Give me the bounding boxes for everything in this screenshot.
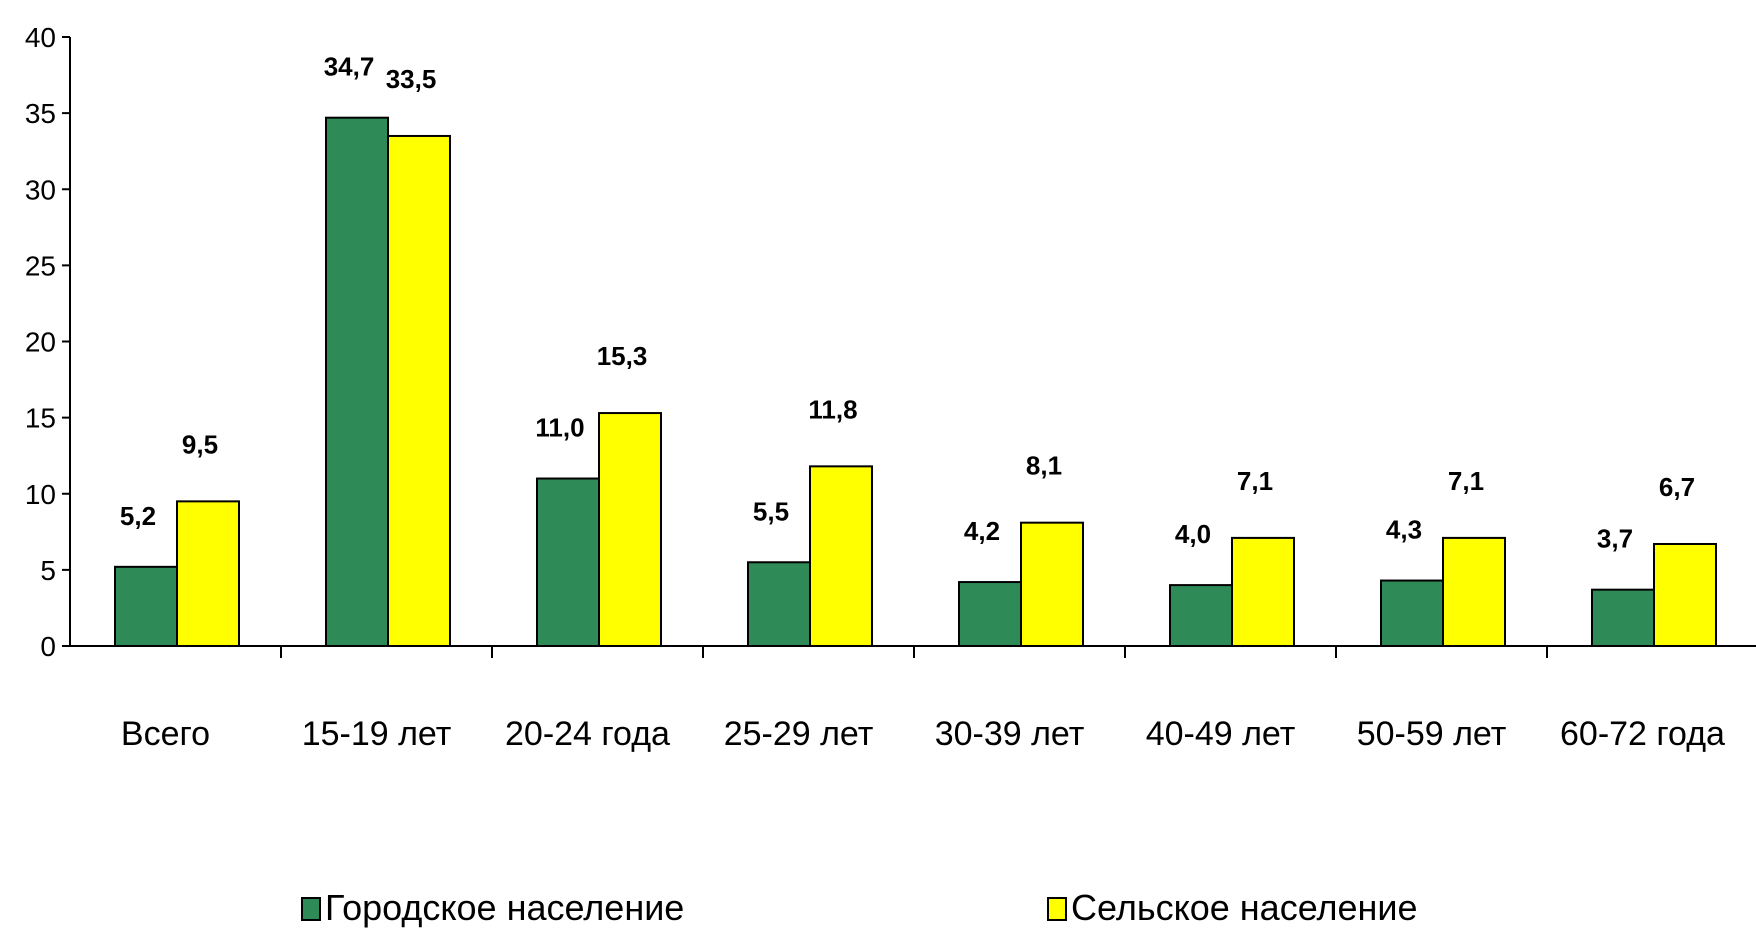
- bar-rural: [1231, 536, 1295, 648]
- bar-urban: [325, 116, 389, 647]
- legend-label: Городское население: [325, 887, 684, 928]
- x-category-label: 50-59 лет: [1357, 715, 1507, 753]
- legend: Городское население Сельское население: [301, 887, 1418, 928]
- data-label: 4,2: [964, 516, 1000, 546]
- bar-urban: [1169, 584, 1233, 647]
- data-label: 11,8: [808, 394, 857, 424]
- x-category-label: 20-24 года: [505, 715, 670, 753]
- data-label: 34,7: [324, 52, 375, 82]
- bar-urban: [747, 561, 811, 648]
- axes-layer: 0 5 10 15 20 25 30 35 40 Всего 15-19 лет 20-24 года…: [25, 22, 1756, 753]
- bar-rural: [809, 465, 873, 647]
- y-tick-label: 30: [25, 174, 56, 205]
- data-label: 9,5: [182, 429, 218, 459]
- bars-layer: [114, 116, 1717, 648]
- x-category-label: 60-72 года: [1560, 715, 1725, 753]
- y-tick-label: 35: [25, 98, 56, 129]
- data-label: 33,5: [386, 64, 437, 94]
- data-label: 7,1: [1237, 466, 1273, 496]
- y-tick-label: 15: [25, 403, 56, 434]
- x-category-label: Всего: [121, 715, 210, 753]
- legend-swatch: [1047, 897, 1067, 921]
- data-label: 11,0: [535, 413, 584, 443]
- y-tick-label: 0: [40, 631, 56, 662]
- x-category-label: 25-29 лет: [724, 715, 874, 753]
- data-label: 5,5: [753, 496, 789, 526]
- y-tick-label: 10: [25, 479, 56, 510]
- data-label: 7,1: [1448, 466, 1484, 496]
- bar-urban: [1380, 579, 1444, 647]
- legend-swatch: [301, 897, 321, 921]
- bar-rural: [598, 412, 662, 647]
- bar-rural: [1442, 536, 1506, 648]
- x-category-label: 30-39 лет: [935, 715, 1085, 753]
- data-label: 5,2: [120, 501, 156, 531]
- bar-rural: [387, 134, 451, 647]
- bar-urban: [114, 565, 178, 648]
- y-tick-label: 25: [25, 250, 56, 281]
- data-label: 15,3: [597, 341, 648, 371]
- x-category-label: 15-19 лет: [302, 715, 452, 753]
- bar-rural: [176, 500, 240, 647]
- bar-rural: [1020, 521, 1084, 647]
- data-label: 8,1: [1026, 451, 1062, 481]
- y-tick-label: 5: [40, 555, 56, 586]
- legend-label: Сельское население: [1071, 887, 1418, 928]
- x-category-label: 40-49 лет: [1146, 715, 1296, 753]
- y-tick-label: 20: [25, 327, 56, 358]
- data-label: 6,7: [1659, 472, 1695, 502]
- y-tick-label: 40: [25, 22, 56, 53]
- bar-rural: [1653, 542, 1717, 647]
- bar-urban: [1591, 588, 1655, 647]
- data-label: 4,0: [1175, 519, 1211, 549]
- data-label: 3,7: [1597, 524, 1633, 554]
- labels-layer: 5,2 9,5 34,7 33,5 11,0 15,3 5,5 11,8 4,2 8,1 4,0 7,…: [120, 52, 1695, 554]
- bar-urban: [958, 581, 1022, 647]
- data-label: 4,3: [1386, 515, 1422, 545]
- bar-urban: [536, 477, 600, 647]
